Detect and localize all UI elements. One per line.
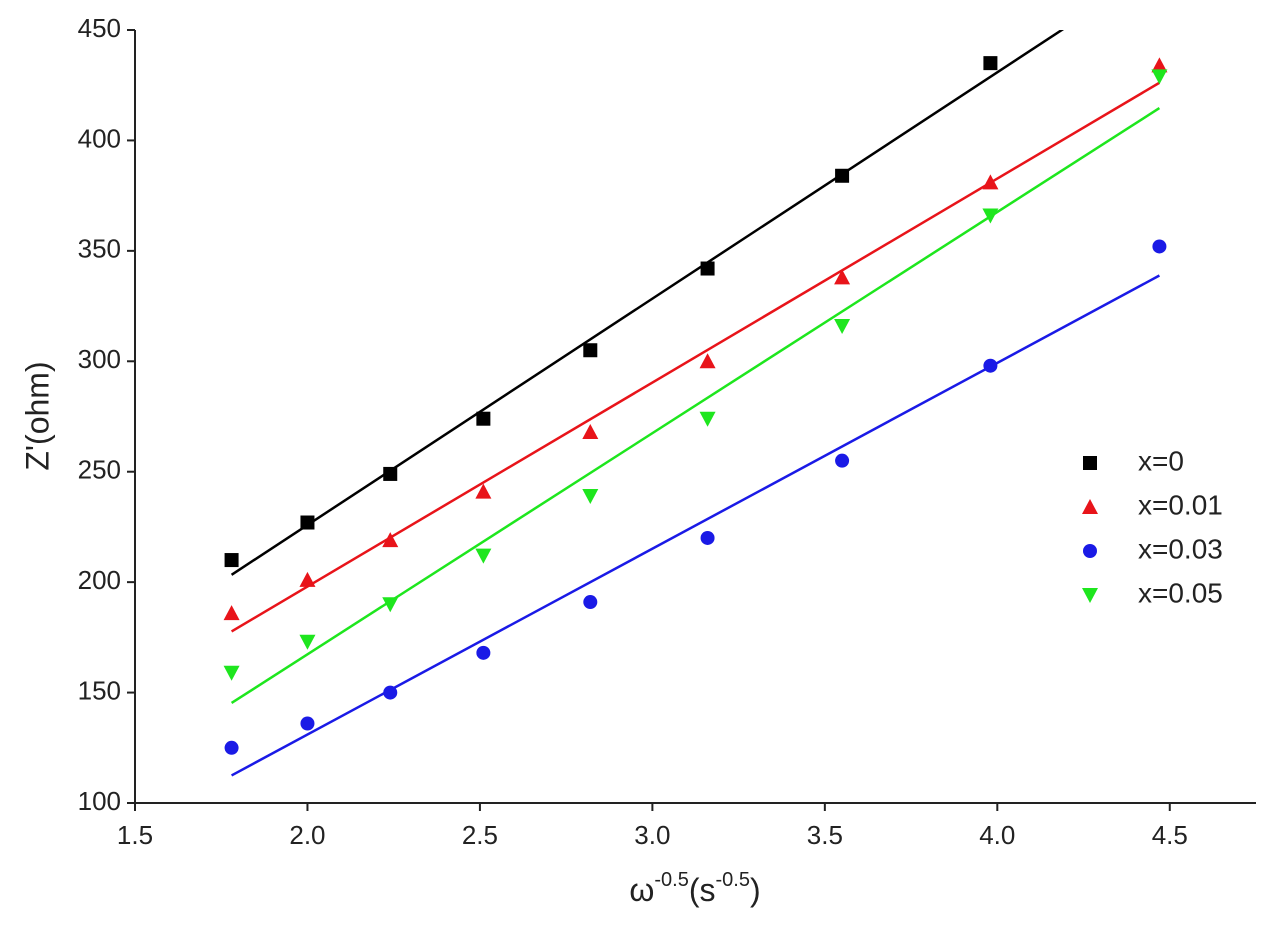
x-tick-label: 3.5 — [807, 820, 843, 850]
marker — [300, 515, 315, 530]
y-tick-label: 300 — [78, 344, 121, 374]
x-axis-label-part: (s — [689, 872, 716, 908]
marker — [982, 208, 999, 224]
legend-label: x=0.05 — [1138, 577, 1223, 608]
y-axis-label: Z'(ohm) — [19, 361, 55, 470]
marker — [983, 56, 998, 71]
x-tick-label: 2.5 — [462, 820, 498, 850]
x-axis-label: ω-0.5(s-0.5) — [629, 869, 760, 908]
x-tick-label: 4.5 — [1152, 820, 1188, 850]
marker — [476, 411, 491, 426]
x-tick-label: 3.0 — [634, 820, 670, 850]
x-axis-label-part: ) — [750, 872, 761, 908]
marker — [835, 453, 850, 468]
x-axis-label-part: -0.5 — [654, 869, 688, 891]
marker — [1083, 456, 1097, 470]
marker — [300, 716, 315, 731]
marker — [982, 174, 999, 190]
marker — [223, 605, 240, 621]
legend-label: x=0 — [1138, 445, 1184, 476]
marker — [983, 358, 998, 373]
marker — [834, 318, 851, 334]
marker — [1152, 239, 1167, 254]
marker — [383, 466, 398, 481]
marker — [699, 353, 716, 369]
y-tick-label: 100 — [78, 786, 121, 816]
fit-line — [230, 30, 1065, 576]
marker — [475, 548, 492, 564]
x-tick-label: 4.0 — [979, 820, 1015, 850]
x-axis-label-part: ω — [629, 872, 654, 908]
marker — [382, 597, 399, 613]
marker — [475, 483, 492, 499]
fit-line — [230, 107, 1161, 705]
marker — [224, 740, 239, 755]
y-tick-label: 400 — [78, 123, 121, 153]
marker — [1083, 544, 1097, 558]
marker — [700, 530, 715, 545]
marker — [299, 571, 316, 587]
marker — [582, 423, 599, 439]
y-tick-label: 200 — [78, 565, 121, 595]
marker — [383, 685, 398, 700]
y-tick-label: 150 — [78, 675, 121, 705]
marker — [834, 269, 851, 285]
marker — [699, 411, 716, 427]
marker — [1151, 57, 1168, 73]
fit-line — [230, 81, 1161, 633]
x-tick-label: 1.5 — [117, 820, 153, 850]
marker — [224, 553, 239, 568]
x-axis-label-part: -0.5 — [715, 869, 749, 891]
marker — [476, 645, 491, 660]
marker — [223, 665, 240, 681]
fit-line — [230, 274, 1161, 777]
y-tick-label: 450 — [78, 13, 121, 43]
y-tick-label: 250 — [78, 455, 121, 485]
marker — [583, 595, 598, 610]
marker — [1151, 69, 1168, 85]
legend-label: x=0.03 — [1138, 533, 1223, 564]
marker — [700, 261, 715, 276]
marker — [1082, 499, 1098, 514]
marker — [1082, 588, 1098, 603]
legend-label: x=0.01 — [1138, 489, 1223, 520]
x-tick-label: 2.0 — [289, 820, 325, 850]
marker — [299, 634, 316, 650]
marker — [382, 532, 399, 548]
plot-area — [223, 30, 1168, 777]
marker — [583, 343, 598, 358]
y-tick-label: 350 — [78, 234, 121, 264]
marker — [835, 168, 850, 183]
marker — [582, 489, 599, 505]
